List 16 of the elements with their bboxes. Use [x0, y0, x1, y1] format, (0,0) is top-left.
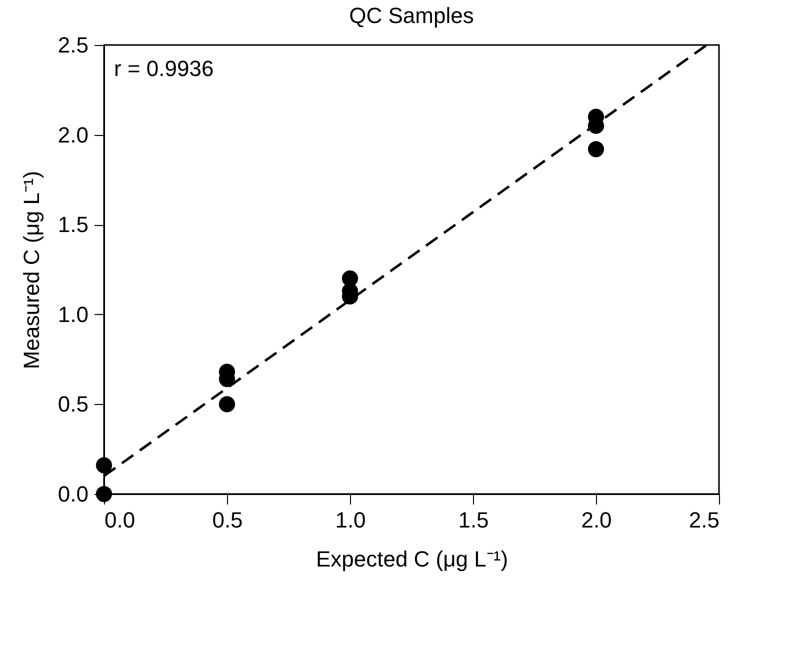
- chart-title: QC Samples: [349, 3, 474, 28]
- y-tick-label: 0.0: [58, 482, 88, 506]
- x-axis-title: Expected C (μg L⁻¹): [316, 546, 508, 572]
- y-tick-label: 2.0: [58, 122, 88, 148]
- y-tick-label: 2.5: [58, 32, 88, 58]
- x-tick-label: 2.5: [688, 508, 720, 532]
- y-axis-title: Measured C (μg L⁻¹): [18, 170, 44, 370]
- y-tick-label: 0.5: [58, 392, 88, 417]
- x-tick-label: 1.5: [458, 508, 489, 532]
- x-tick-label: 0.5: [212, 508, 243, 532]
- x-tick-label: 2.0: [581, 508, 612, 532]
- x-tick-label: 1.0: [335, 508, 366, 532]
- y-tick-label: 1.5: [58, 212, 88, 238]
- y-tick-label: 1.0: [58, 302, 88, 327]
- annotation: r = 0.9936: [114, 56, 214, 81]
- x-tick-label: 0.0: [104, 508, 136, 532]
